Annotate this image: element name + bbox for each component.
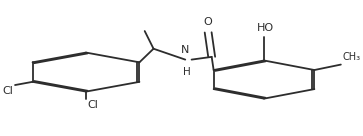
Text: Cl: Cl	[3, 86, 13, 96]
Text: N: N	[181, 45, 189, 55]
Text: H: H	[183, 67, 191, 77]
Text: Cl: Cl	[88, 100, 99, 110]
Text: CH₃: CH₃	[343, 52, 361, 62]
Text: HO: HO	[257, 23, 274, 33]
Text: O: O	[204, 17, 212, 27]
